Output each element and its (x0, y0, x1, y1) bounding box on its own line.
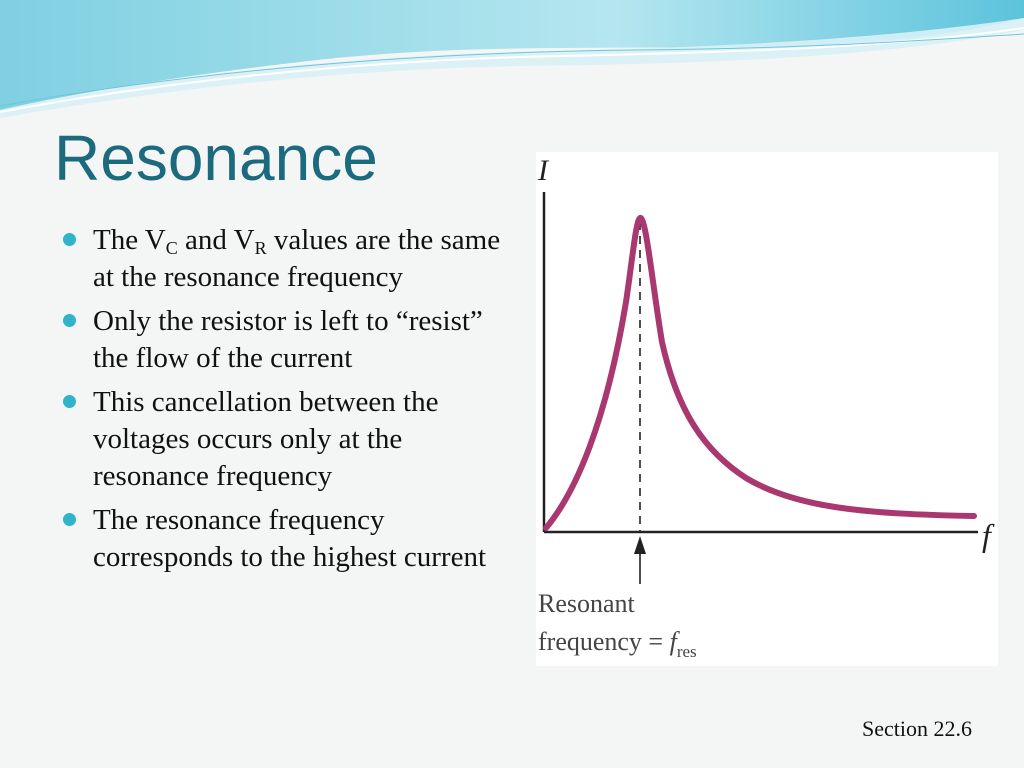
arrow-up-icon (634, 536, 646, 554)
bullet-item: The resonance frequency corresponds to t… (62, 502, 502, 576)
bullet-dot-icon (63, 314, 76, 327)
bullet-item: This cancellation between the voltages o… (62, 384, 502, 495)
current-curve (543, 214, 977, 531)
bullet-dot-icon (63, 395, 76, 408)
bullet-dot-icon (63, 513, 76, 526)
annotation-frequency: frequency = fres (538, 627, 697, 661)
bullet-list: The VC and VR values are the same at the… (62, 222, 502, 583)
bullet-item: The VC and VR values are the same at the… (62, 222, 502, 296)
bullet-dot-icon (63, 233, 76, 246)
bullet-item: Only the resistor is left to “resist” th… (62, 303, 502, 377)
section-footer: Section 22.6 (862, 716, 972, 741)
slide-title: Resonance (54, 122, 378, 194)
y-axis-label: I (537, 154, 550, 187)
resonance-curve-figure: I f Resonant frequency = fres (536, 152, 998, 666)
annotation-resonant: Resonant (538, 589, 636, 618)
figure-background (536, 152, 998, 666)
header-wave-decoration (0, 0, 1024, 118)
